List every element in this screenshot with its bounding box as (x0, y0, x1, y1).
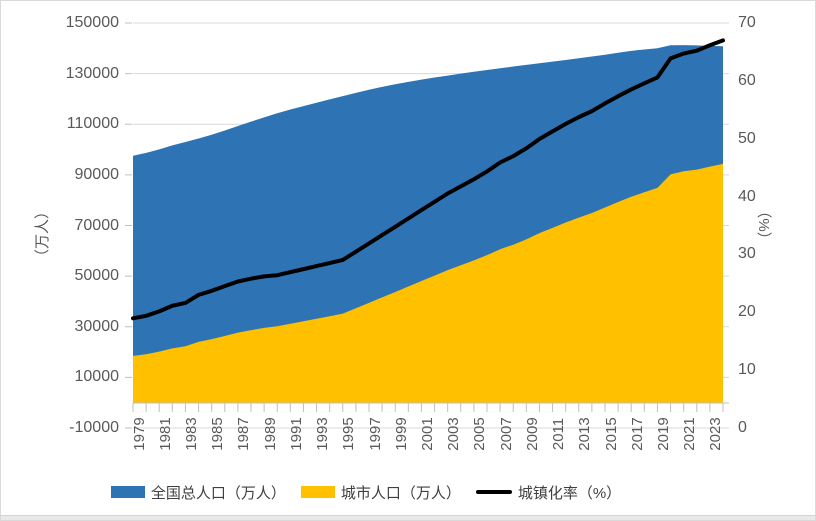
right-axis-label: 40 (738, 187, 756, 205)
window-bottom-edge (1, 515, 815, 520)
left-axis-label: 70000 (74, 216, 120, 234)
x-axis-label: 1979 (130, 417, 148, 451)
x-axis-label: 2007 (497, 417, 515, 451)
x-axis-label: 2011 (550, 417, 568, 451)
legend-item-total-population[interactable]: 全国总人口（万人） (110, 482, 286, 503)
x-axis-label: 1995 (340, 417, 358, 451)
urban-population-swatch-icon (300, 486, 335, 498)
right-axis-label: 10 (738, 361, 756, 379)
x-axis-label: 2023 (707, 417, 725, 451)
left-axis-label: 30000 (74, 317, 120, 335)
right-axis-title: （%） (755, 203, 772, 247)
x-axis-label: 2019 (654, 417, 672, 451)
legend-item-urban-population[interactable]: 城市人口（万人） (300, 482, 461, 503)
x-axis-label: 1999 (392, 417, 410, 451)
legend-label-total-population: 全国总人口（万人） (150, 484, 286, 502)
x-axis-label: 1983 (182, 417, 200, 451)
left-axis-label: 130000 (65, 64, 119, 82)
x-axis-label: 2005 (471, 417, 489, 451)
right-axis-label: 60 (738, 71, 756, 89)
x-axis-label: 1989 (261, 417, 279, 451)
legend-label-urban-population: 城市人口（万人） (340, 484, 461, 502)
x-axis-label: 1991 (287, 417, 305, 451)
x-axis-label: 2021 (681, 417, 699, 451)
right-axis-label: 50 (738, 129, 756, 147)
left-axis-label: 50000 (74, 267, 120, 285)
left-axis-label: -10000 (69, 419, 119, 436)
area-series-1[interactable] (133, 163, 723, 403)
left-axis-label: 110000 (66, 115, 119, 133)
left-axis-label: 10000 (74, 368, 120, 386)
urbanization-rate-line[interactable] (131, 38, 725, 321)
x-axis-label: 2013 (576, 417, 594, 451)
left-axis-title: （万人） (34, 204, 51, 265)
x-axis-label: 1997 (366, 417, 384, 451)
left-axis-label: 90000 (74, 165, 120, 183)
left-axis-label: 150000 (65, 14, 119, 31)
x-axis-label: 1987 (235, 417, 253, 451)
x-axis-label: 2009 (523, 417, 541, 451)
x-axis-label: 1985 (209, 417, 227, 451)
urbanization-rate-line-swatch-icon (475, 490, 512, 494)
x-axis-label: 1981 (156, 417, 174, 451)
total-population-swatch-icon (110, 486, 145, 498)
right-axis-label: 70 (738, 14, 756, 31)
right-axis-label: 20 (738, 303, 756, 321)
x-axis-label: 2015 (602, 417, 620, 451)
right-axis-label: 0 (738, 419, 747, 436)
right-axis-label: 30 (738, 245, 756, 263)
legend: 全国总人口（万人） 城市人口（万人） 城镇化率（%） (1, 480, 731, 504)
legend-item-urbanization-rate[interactable]: 城镇化率（%） (475, 482, 622, 503)
x-axis-label: 2001 (418, 417, 436, 451)
legend-label-urbanization-rate: 城镇化率（%） (517, 484, 622, 502)
x-axis-label: 2003 (445, 417, 463, 451)
x-axis-label: 2017 (628, 417, 646, 451)
x-axis-label: 1993 (314, 417, 332, 451)
